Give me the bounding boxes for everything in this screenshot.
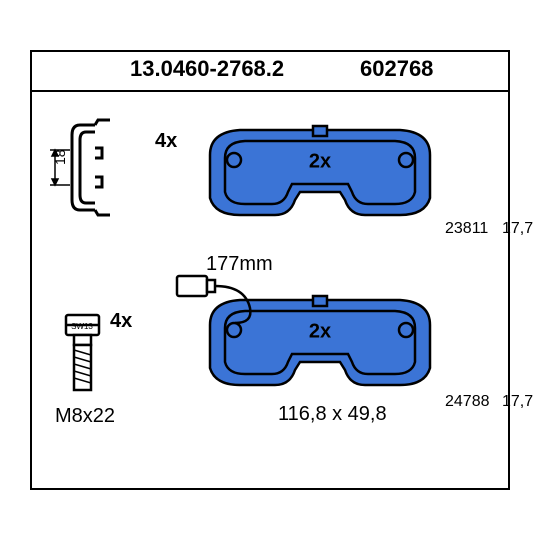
bolt-sw-label: SW13 [71,322,93,331]
part-number-secondary: 602768 [360,56,433,82]
brake-pad-top: 2x [200,120,440,225]
pad-top-ref: 23811 [445,220,488,238]
bolt-quantity: 4x [110,310,132,333]
pad-bottom-ref: 24788 [445,393,490,411]
pad-dimensions: 116,8 x 49,8 [278,403,387,426]
wire-length: 177mm [206,253,273,276]
clip-drawing [40,110,150,230]
part-number-primary: 13.0460-2768.2 [130,56,284,82]
bolt-drawing: SW13 [60,310,105,400]
header-divider [30,90,510,92]
pad-top-thickness: 17,7 [502,220,533,238]
clip-height-label: 18 [52,149,68,165]
pad-top-qty: 2x [309,151,331,174]
clip-quantity: 4x [155,130,177,153]
bolt-spec: M8x22 [55,405,115,428]
pad-bottom-qty: 2x [309,321,331,344]
wear-sensor [175,268,275,328]
pad-bottom-thickness: 17,7 [502,393,533,411]
